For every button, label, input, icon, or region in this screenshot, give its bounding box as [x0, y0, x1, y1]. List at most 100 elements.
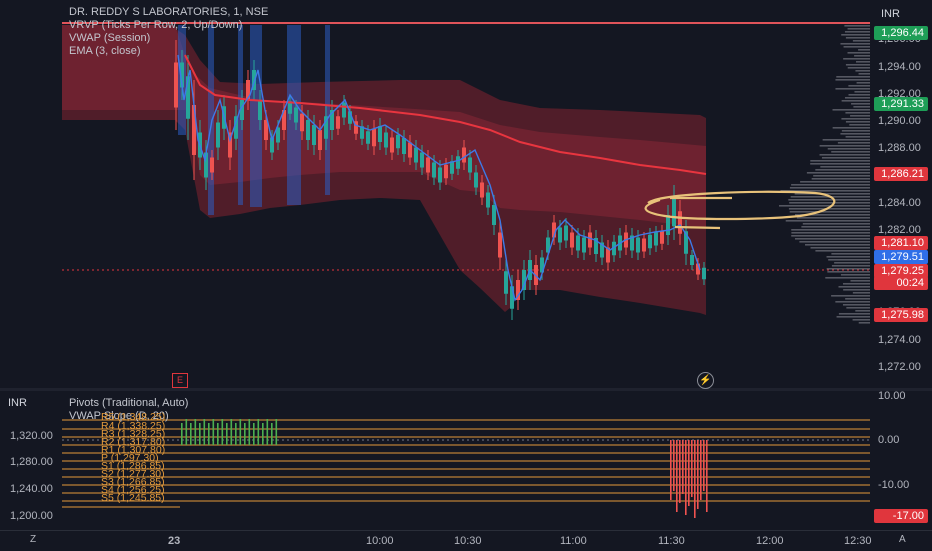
slope-bar-positive [194, 419, 197, 445]
candle-body [288, 101, 292, 114]
legend-vwap-slope[interactable]: VWAP Slope (D, 20) [69, 410, 169, 422]
slope-bar-negative [685, 440, 687, 515]
volume-profile-bar [851, 103, 870, 105]
candle-body [396, 134, 400, 149]
candle-body [192, 105, 196, 155]
slope-bar-negative [694, 440, 696, 518]
symbol-title[interactable]: DR. REDDY S LABORATORIES, 1, NSE [69, 6, 269, 18]
main-chart[interactable] [0, 0, 932, 390]
candle-body [270, 137, 274, 153]
volume-profile-bar [825, 277, 870, 279]
volume-profile-bar [835, 301, 870, 303]
volume-profile-bar [845, 136, 870, 138]
slope-value-label: -17.00 [874, 509, 928, 523]
candle-body [612, 241, 616, 256]
zoom-button[interactable]: Z [30, 534, 37, 545]
sub-right-tick: -10.00 [878, 479, 910, 491]
slope-bar-positive [257, 419, 260, 445]
lightning-icon[interactable]: ⚡ [697, 372, 714, 389]
candle-body [336, 116, 340, 129]
time-tick: 12:30 [844, 535, 872, 547]
candle-body [636, 237, 640, 253]
pivot-label: R5 (1,348.25) [101, 411, 166, 423]
volume-profile-bar [828, 259, 870, 261]
candle-body [276, 127, 280, 143]
volume-profile-bar [858, 322, 870, 324]
time-axis[interactable]: 23 10:00 10:30 11:00 11:30 12:00 12:30 [0, 530, 932, 551]
price-label: 1,296.44 [874, 26, 928, 40]
sub-left-tick: 1,280.00 [10, 456, 53, 468]
candle-body [606, 247, 610, 263]
volume-profile-bar [789, 202, 870, 204]
volume-profile-bar [853, 106, 870, 108]
volume-profile-bar [826, 256, 870, 258]
candle-body [474, 172, 478, 188]
time-tick: 12:00 [756, 535, 784, 547]
volume-profile-bar [858, 49, 870, 51]
candle-body [324, 116, 328, 139]
candle-body [174, 62, 178, 108]
volume-profile-bar [843, 46, 870, 48]
sub-currency-label[interactable]: INR [8, 397, 27, 409]
price-label: 1,279.25 [874, 264, 928, 278]
candle-body [330, 110, 334, 130]
candle-body [492, 205, 496, 225]
auto-scale-button[interactable]: A [899, 534, 906, 545]
time-tick: 10:00 [366, 535, 394, 547]
candle-body [654, 232, 658, 246]
candle-body [348, 111, 352, 124]
candle-body [246, 80, 250, 100]
volume-profile-bar [789, 187, 870, 189]
volume-profile-bar [842, 283, 870, 285]
price-label: 1,275.98 [874, 308, 928, 322]
volume-profile-bar [835, 88, 870, 90]
sub-left-tick: 1,240.00 [10, 483, 53, 495]
candle-body [318, 130, 322, 150]
volume-profile-bar [800, 181, 870, 183]
volume-profile-bar [802, 223, 870, 225]
time-tick: 11:00 [560, 535, 587, 547]
volume-profile-bar [841, 34, 870, 36]
candle-body [498, 232, 502, 258]
candle-body [540, 257, 544, 273]
candle-body [570, 232, 574, 248]
candle-body [180, 62, 184, 88]
volume-profile-bar [841, 118, 870, 120]
legend-ema[interactable]: EMA (3, close) [69, 45, 141, 57]
slope-bar-negative [673, 440, 675, 491]
slope-bar-positive [221, 419, 224, 445]
slope-bar-positive [248, 419, 251, 445]
candle-body [312, 125, 316, 145]
candle-body [450, 161, 454, 174]
volume-profile-bar [849, 124, 870, 126]
legend-vwap[interactable]: VWAP (Session) [69, 32, 151, 44]
volume-profile-bar [855, 61, 870, 63]
legend-vrvp[interactable]: VRVP (Ticks Per Row, 2, Up/Down) [69, 19, 243, 31]
slope-bar-positive [235, 423, 237, 445]
volume-profile-bar [854, 91, 870, 93]
legend-pivots[interactable]: Pivots (Traditional, Auto) [69, 397, 189, 409]
volume-profile-bar [780, 190, 870, 192]
volume-profile-bar [832, 127, 870, 129]
slope-bar-negative [700, 440, 702, 500]
slope-bar-positive [199, 423, 201, 445]
volume-profile-bar [827, 271, 870, 273]
slope-bar-negative [670, 440, 672, 500]
earnings-marker[interactable]: E [172, 373, 188, 388]
candle-body [522, 270, 526, 290]
currency-button[interactable]: INR [881, 8, 900, 20]
volume-profile-bar [850, 115, 870, 117]
candle-body [414, 147, 418, 163]
candle-body [252, 70, 256, 90]
candle-body [258, 100, 262, 120]
volume-profile-bar [840, 274, 870, 276]
indicator-pane[interactable] [0, 390, 932, 530]
slope-bar-positive [266, 419, 269, 445]
volume-profile-bar [822, 139, 870, 141]
candle-body [564, 225, 568, 241]
slope-bar-positive [253, 423, 255, 445]
slope-bar-positive [230, 419, 233, 445]
candle-body [534, 265, 538, 285]
volume-profile-bar [845, 112, 870, 114]
candle-body [420, 152, 424, 168]
